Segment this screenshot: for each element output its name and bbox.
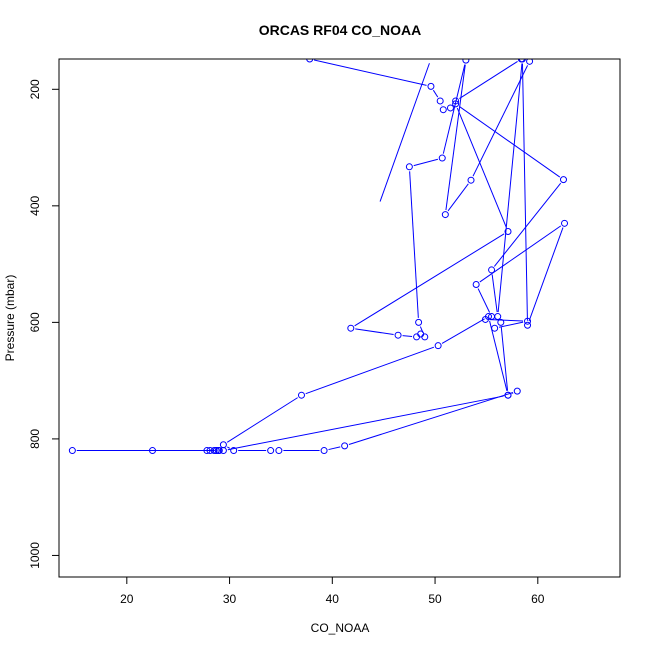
series-line-segment bbox=[441, 318, 485, 344]
series-line-segment bbox=[379, 63, 430, 202]
data-point bbox=[212, 447, 220, 455]
series-line-segment bbox=[459, 60, 518, 99]
series-group bbox=[68, 59, 569, 455]
data-point bbox=[452, 100, 460, 108]
series-line-segment bbox=[354, 233, 505, 327]
data-point bbox=[275, 447, 283, 455]
data-point bbox=[452, 97, 460, 105]
chart-title: ORCAS RF04 CO_NOAA bbox=[259, 22, 422, 38]
data-point bbox=[219, 441, 227, 449]
data-point bbox=[341, 442, 349, 450]
series-line-segment bbox=[413, 158, 439, 167]
data-point bbox=[413, 333, 421, 341]
y-tick-label: 800 bbox=[28, 429, 42, 449]
y-axis-label: Pressure (mbar) bbox=[3, 275, 17, 362]
series-line-segment bbox=[226, 397, 298, 443]
series-line-segment bbox=[498, 321, 524, 328]
data-point bbox=[491, 324, 499, 332]
x-axis-label: CO_NOAA bbox=[311, 621, 370, 635]
data-point bbox=[504, 227, 512, 235]
series-line-segment bbox=[472, 65, 529, 177]
series-line-segment bbox=[348, 392, 514, 446]
data-point bbox=[561, 219, 569, 227]
plot-series bbox=[68, 59, 569, 455]
series-line-segment bbox=[521, 63, 528, 321]
data-point bbox=[524, 321, 532, 329]
data-point bbox=[559, 176, 567, 184]
data-point bbox=[297, 391, 305, 399]
series-line-segment bbox=[313, 59, 427, 86]
data-point bbox=[504, 391, 512, 399]
data-point bbox=[439, 106, 447, 114]
y-tick-label: 600 bbox=[28, 312, 42, 332]
series-line-segment bbox=[402, 335, 413, 338]
series-line-segment bbox=[447, 183, 469, 212]
series-line-segment bbox=[456, 107, 507, 228]
x-tick-label: 30 bbox=[223, 592, 237, 606]
series-line-segment bbox=[355, 328, 394, 336]
data-point bbox=[405, 163, 413, 171]
series-line-segment bbox=[432, 89, 439, 98]
x-tick-label: 40 bbox=[326, 592, 340, 606]
series-line-segment bbox=[497, 63, 523, 313]
data-point bbox=[267, 447, 275, 455]
series-line-segment bbox=[500, 326, 509, 391]
series-line-segment bbox=[491, 274, 498, 313]
data-point bbox=[436, 97, 444, 105]
data-point bbox=[417, 330, 425, 338]
data-point bbox=[394, 331, 402, 339]
data-point bbox=[494, 313, 502, 321]
data-point bbox=[467, 176, 475, 184]
series-line-segment bbox=[305, 346, 435, 395]
data-point bbox=[320, 447, 328, 455]
data-point bbox=[230, 447, 238, 455]
data-point bbox=[434, 342, 442, 350]
data-point bbox=[203, 447, 211, 455]
series-line-segment bbox=[489, 320, 508, 391]
data-point bbox=[68, 447, 76, 455]
series-line-segment bbox=[409, 171, 419, 318]
data-point bbox=[462, 59, 470, 64]
series-line-segment bbox=[227, 446, 231, 449]
data-point bbox=[497, 318, 505, 326]
series-line-segment bbox=[528, 227, 564, 322]
data-point bbox=[526, 59, 534, 65]
data-point bbox=[306, 59, 314, 63]
data-point bbox=[488, 313, 496, 321]
plot-frame bbox=[58, 58, 621, 578]
data-point bbox=[518, 59, 526, 63]
data-point bbox=[484, 313, 492, 321]
data-point bbox=[524, 317, 532, 325]
data-point bbox=[446, 104, 454, 112]
x-tick-label: 50 bbox=[428, 592, 442, 606]
data-point bbox=[347, 324, 355, 332]
series-line-segment bbox=[489, 319, 524, 322]
data-point bbox=[438, 154, 446, 162]
data-point bbox=[210, 447, 218, 455]
data-point bbox=[149, 447, 156, 455]
series-line-segment bbox=[477, 288, 491, 313]
series-line-segment bbox=[227, 395, 504, 451]
data-point bbox=[427, 82, 435, 90]
data-point bbox=[219, 447, 227, 455]
data-point bbox=[215, 447, 223, 455]
x-tick-label: 20 bbox=[120, 592, 134, 606]
y-tick-label: 400 bbox=[28, 196, 42, 216]
y-tick-label: 200 bbox=[28, 79, 42, 99]
data-point bbox=[415, 318, 423, 326]
series-line-segment bbox=[458, 106, 561, 178]
data-point bbox=[441, 211, 449, 219]
series-line-segment bbox=[442, 64, 466, 154]
series-line-segment bbox=[445, 64, 466, 211]
series-line-segment bbox=[328, 446, 341, 451]
series-line-segment bbox=[493, 182, 562, 267]
data-point bbox=[513, 387, 521, 395]
data-point bbox=[421, 333, 429, 341]
axis-ticks: 20 30 40 50 60 200 400 600 800 1000 bbox=[28, 79, 545, 606]
x-tick-label: 60 bbox=[531, 592, 545, 606]
data-point bbox=[488, 266, 496, 274]
y-tick-label: 1000 bbox=[28, 542, 42, 569]
data-point bbox=[472, 280, 480, 288]
